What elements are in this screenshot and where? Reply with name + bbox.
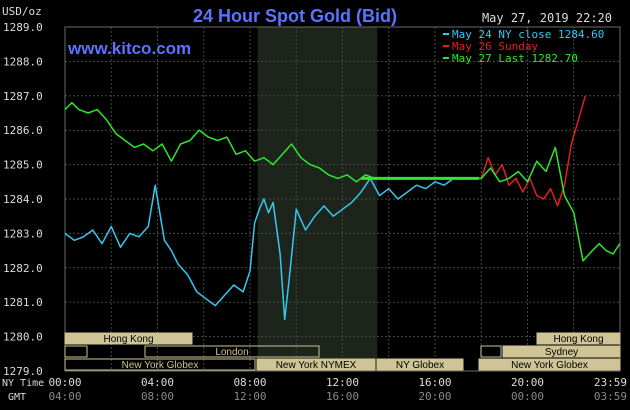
session-box-sydney <box>502 345 621 358</box>
session-box-empty <box>480 345 502 358</box>
session-label-new-york-globex-1: New York Globex <box>122 360 199 371</box>
session-label-hong-kong-2: Hong Kong <box>553 334 603 345</box>
x-tick-label-gmt: 04:00 <box>48 390 81 403</box>
session-box-london <box>144 345 320 358</box>
session-label-new-york-nymex: New York NYMEX <box>276 360 357 371</box>
y-tick-label: 1286.0 <box>3 124 43 137</box>
session-label-ny-globex: NY Globex <box>396 360 444 371</box>
legend-label: May 27 Last 1282.70 <box>452 52 578 65</box>
y-tick-label: 1280.0 <box>3 331 43 344</box>
website-link[interactable]: www.kitco.com <box>67 39 191 58</box>
session-label-london: London <box>215 347 248 358</box>
y-tick-label: 1281.0 <box>3 296 43 309</box>
session-box-new-york-globex-2 <box>478 358 621 371</box>
x-tick-label-ny: 23:59 <box>594 376 627 389</box>
x-tick-label-gmt: 16:00 <box>326 390 359 403</box>
chart-title: 24 Hour Spot Gold (Bid) <box>193 6 397 26</box>
unit-label: USD/oz <box>2 5 42 18</box>
y-tick-label: 1287.0 <box>3 90 43 103</box>
plot-frame <box>64 26 621 372</box>
y-tick-label: 1285.0 <box>3 159 43 172</box>
x-tick-label-ny: 12:00 <box>326 376 359 389</box>
session-box-new-york-nymex <box>256 358 376 371</box>
y-tick-label: 1284.0 <box>3 193 43 206</box>
session-box-hong-kong-1 <box>64 332 193 345</box>
ny-time-caption: NY Time <box>2 378 44 389</box>
y-tick-label: 1288.0 <box>3 55 43 68</box>
x-tick-label-gmt: 03:59 <box>594 390 627 403</box>
series-line-1 <box>64 177 463 321</box>
session-label-hong-kong-1: Hong Kong <box>103 334 153 345</box>
session-box-ny-globex <box>376 358 464 371</box>
series-line-3 <box>64 101 621 262</box>
y-tick-label: 1279.0 <box>3 365 43 378</box>
x-tick-label-ny: 04:00 <box>141 376 174 389</box>
y-tick-label: 1283.0 <box>3 227 43 240</box>
x-tick-label-ny: 16:00 <box>418 376 451 389</box>
legend-label: May 26 Sunday <box>452 40 538 53</box>
x-tick-label-gmt: 12:00 <box>233 390 266 403</box>
y-tick-label: 1282.0 <box>3 262 43 275</box>
legend-label: May 24 NY close 1284.60 <box>452 28 604 41</box>
x-tick-label-gmt: 00:00 <box>511 390 544 403</box>
session-box-hong-kong-2 <box>536 332 621 345</box>
x-tick-label-ny: 08:00 <box>233 376 266 389</box>
session-box-empty <box>64 345 88 358</box>
x-tick-label-ny: 00:00 <box>48 376 81 389</box>
session-box-new-york-globex-1 <box>64 358 256 371</box>
series-line-2 <box>480 95 587 207</box>
x-tick-label-ny: 20:00 <box>511 376 544 389</box>
session-label-sydney: Sydney <box>545 347 578 358</box>
timestamp: May 27, 2019 22:20 <box>482 11 612 25</box>
session-label-new-york-globex-2: New York Globex <box>511 360 588 371</box>
gmt-caption: GMT <box>8 392 26 403</box>
x-tick-label-gmt: 20:00 <box>418 390 451 403</box>
x-tick-label-gmt: 08:00 <box>141 390 174 403</box>
y-tick-label: 1289.0 <box>3 21 43 34</box>
